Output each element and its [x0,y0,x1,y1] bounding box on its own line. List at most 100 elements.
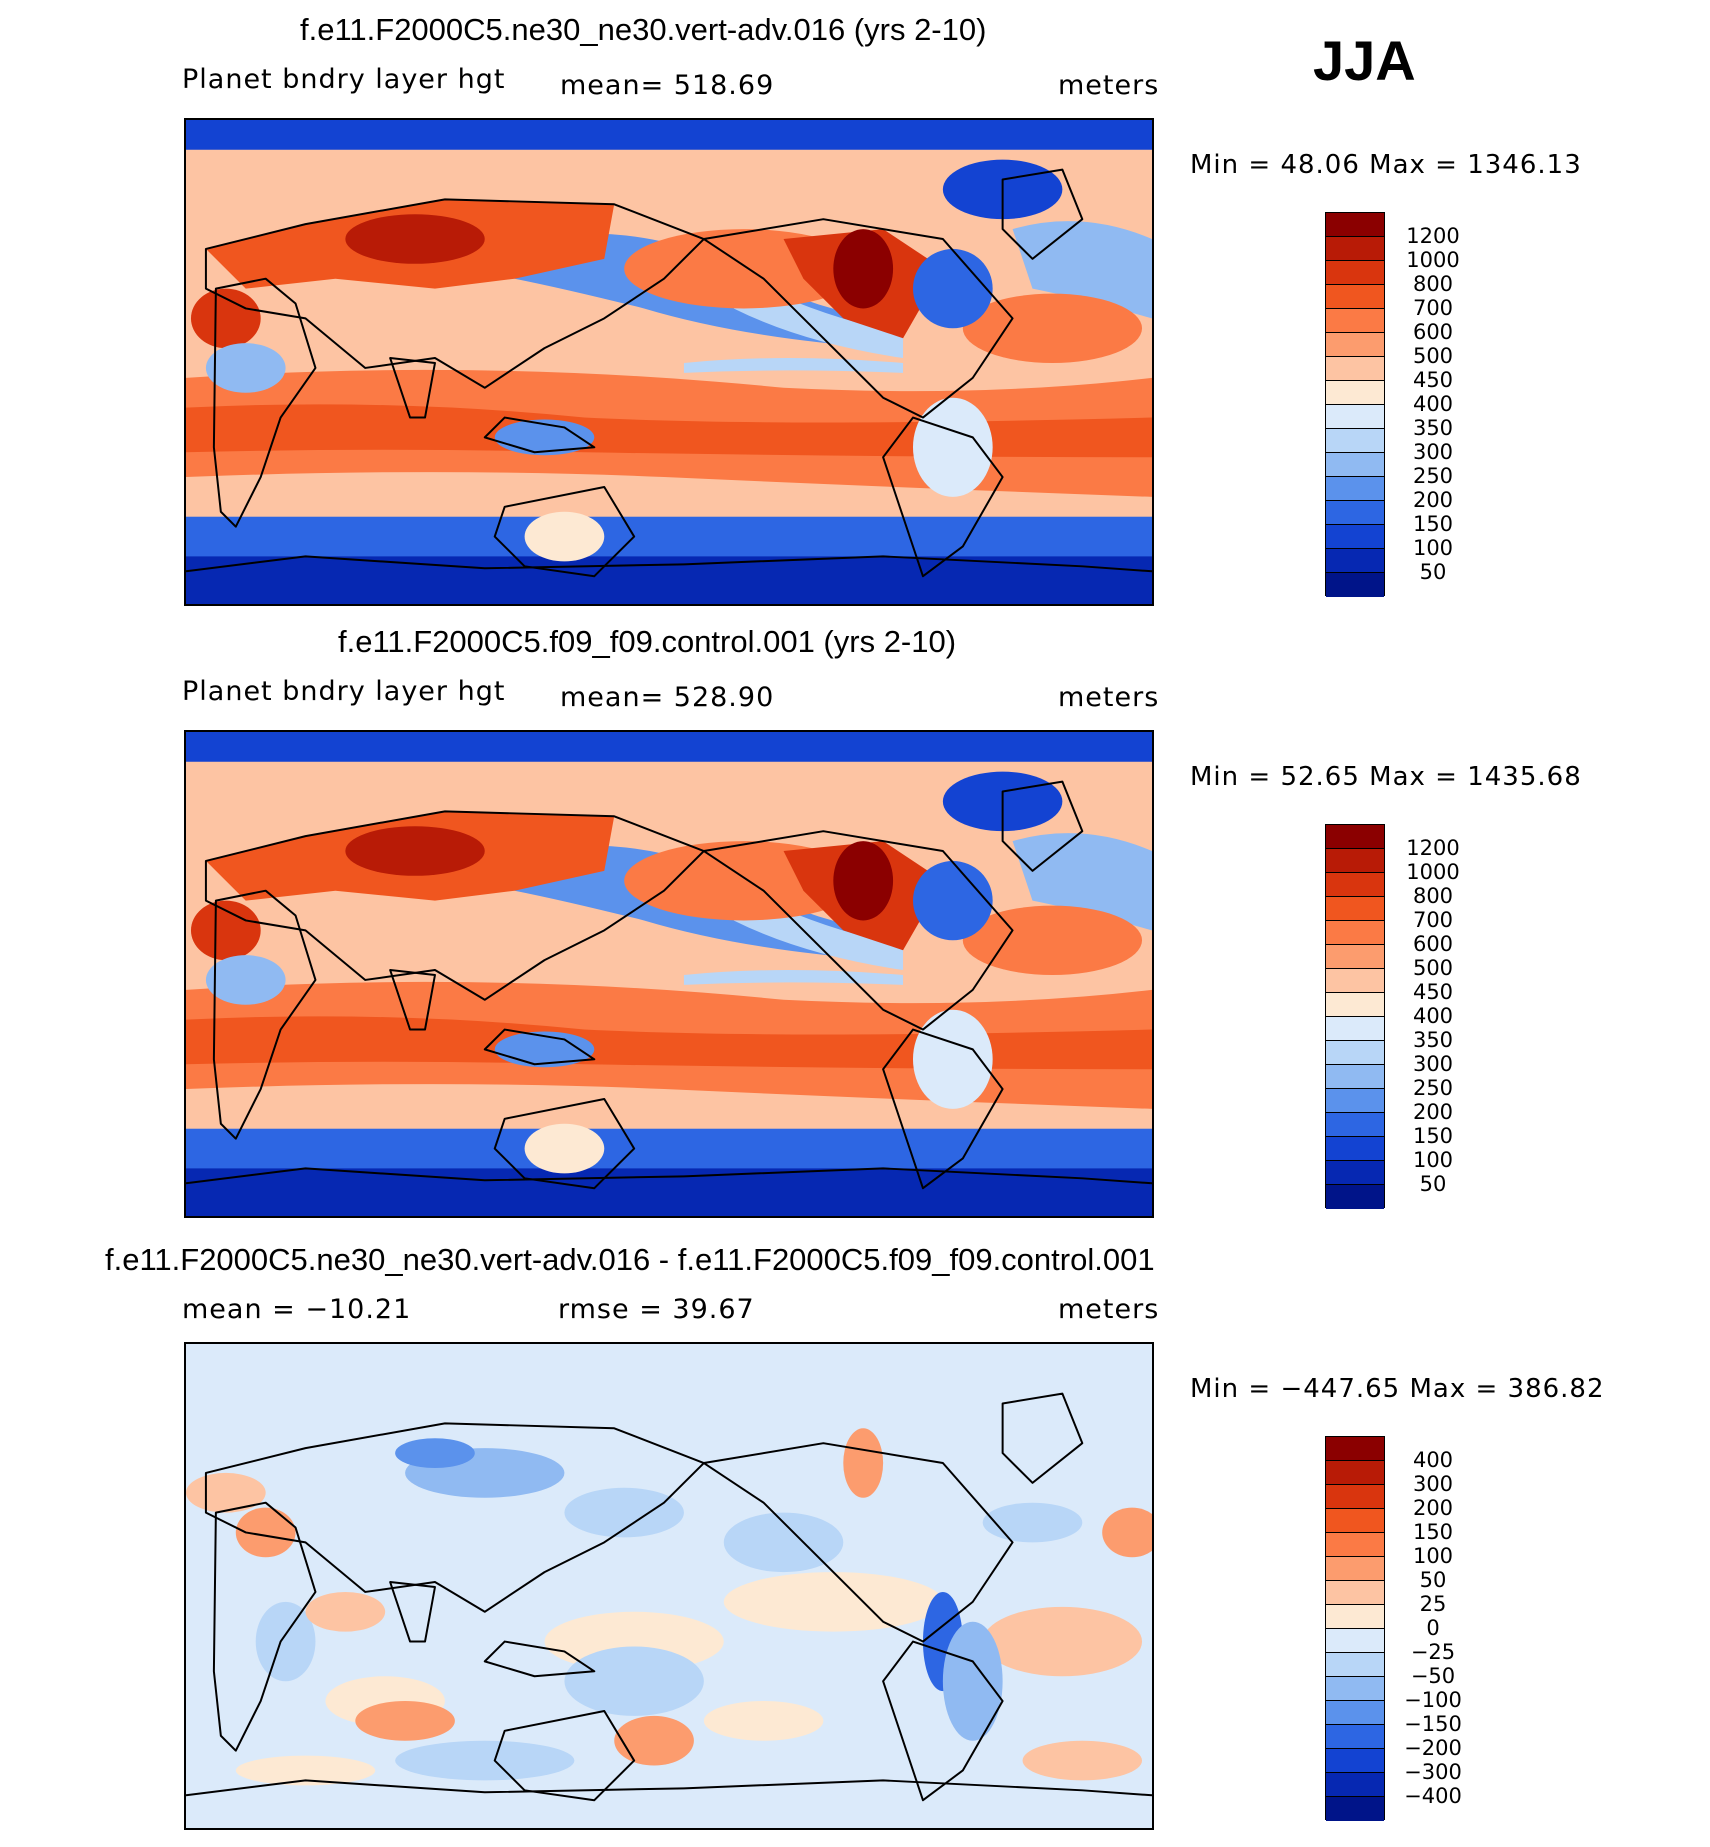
colorbar-box [1326,1437,1384,1461]
colorbar-box [1326,477,1384,501]
colorbar-box [1326,1773,1384,1797]
colorbar-box [1326,1509,1384,1533]
colorbar-box [1326,237,1384,261]
colorbar-tick-label: −150 [1404,1712,1462,1736]
colorbar-tick-label: 50 [1419,560,1447,584]
colorbar-tick-label: 100 [1412,536,1454,560]
colorbar-tick-label: 350 [1412,416,1454,440]
colorbar-box [1326,1557,1384,1581]
colorbar-box [1326,261,1384,285]
panel-1-map [184,118,1154,606]
colorbar-box [1326,1797,1384,1821]
colorbar-box [1326,357,1384,381]
colorbar-box [1326,453,1384,477]
panel-3-map [184,1342,1154,1830]
panel-2-variable-label: Planet bndry layer hgt [182,676,506,707]
colorbar-tick-label: 450 [1412,368,1454,392]
colorbar-tick-label: 100 [1412,1544,1454,1568]
panel-2-colorbar [1325,824,1385,1209]
colorbar-tick-label: 0 [1426,1616,1440,1640]
panel-3-units-label: meters [1058,1294,1160,1325]
colorbar-box [1326,1185,1384,1209]
panel-2-title: f.e11.F2000C5.f09_f09.control.001 (yrs 2… [338,624,957,659]
colorbar-box [1326,1581,1384,1605]
colorbar-box [1326,1749,1384,1773]
colorbar-tick-label: 400 [1412,392,1454,416]
colorbar-box [1326,213,1384,237]
panel-1-minmax: Min = 48.06 Max = 1346.13 [1190,150,1582,180]
colorbar-box [1326,1461,1384,1485]
colorbar-box [1326,1137,1384,1161]
colorbar-box [1326,1653,1384,1677]
colorbar-box [1326,993,1384,1017]
colorbar-tick-label: −200 [1404,1736,1462,1760]
map-field [186,1344,1152,1828]
colorbar-tick-label: 150 [1412,1520,1454,1544]
colorbar-tick-label: 500 [1412,956,1454,980]
colorbar-box [1326,1533,1384,1557]
panel-2-map [184,730,1154,1218]
colorbar-tick-label: 300 [1412,1052,1454,1076]
colorbar-tick-label: −300 [1404,1760,1462,1784]
colorbar-tick-label: −50 [1410,1664,1456,1688]
colorbar-tick-label: 50 [1419,1172,1447,1196]
colorbar-tick-label: 800 [1412,272,1454,296]
colorbar-box [1326,1065,1384,1089]
colorbar-box [1326,1725,1384,1749]
colorbar-tick-label: 800 [1412,884,1454,908]
colorbar-box [1326,501,1384,525]
colorbar-tick-label: 700 [1412,908,1454,932]
colorbar-box [1326,525,1384,549]
panel-1-colorbar [1325,212,1385,597]
colorbar-tick-label: 600 [1412,932,1454,956]
colorbar-box [1326,285,1384,309]
panel-3-colorbar [1325,1436,1385,1821]
colorbar-box [1326,1629,1384,1653]
panel-3-rmse-label: rmse = 39.67 [558,1294,755,1325]
colorbar-tick-label: 250 [1412,1076,1454,1100]
colorbar-tick-label: 200 [1412,1100,1454,1124]
colorbar-tick-label: 25 [1419,1592,1447,1616]
colorbar-box [1326,381,1384,405]
colorbar-box [1326,921,1384,945]
panel-1-variable-label: Planet bndry layer hgt [182,64,506,95]
colorbar-box [1326,1113,1384,1137]
colorbar-tick-label: 400 [1412,1448,1454,1472]
colorbar-tick-label: 450 [1412,980,1454,1004]
colorbar-tick-label: −25 [1410,1640,1456,1664]
colorbar-box [1326,1485,1384,1509]
colorbar-tick-label: 500 [1412,344,1454,368]
colorbar-tick-label: 1200 [1406,224,1460,248]
colorbar-box [1326,1161,1384,1185]
colorbar-tick-label: 400 [1412,1004,1454,1028]
colorbar-tick-label: 600 [1412,320,1454,344]
panel-1-mean-label: mean= 518.69 [560,70,775,101]
colorbar-tick-label: −100 [1404,1688,1462,1712]
colorbar-tick-label: 200 [1412,1496,1454,1520]
colorbar-box [1326,1017,1384,1041]
colorbar-box [1326,873,1384,897]
colorbar-box [1326,333,1384,357]
panel-2-minmax: Min = 52.65 Max = 1435.68 [1190,762,1582,792]
colorbar-tick-label: 300 [1412,1472,1454,1496]
colorbar-box [1326,1041,1384,1065]
panel-1-title: f.e11.F2000C5.ne30_ne30.vert-adv.016 (yr… [300,12,987,47]
colorbar-box [1326,1677,1384,1701]
panel-2-mean-label: mean= 528.90 [560,682,775,713]
panel-2-units-label: meters [1058,682,1160,713]
panel-1-units-label: meters [1058,70,1160,101]
colorbar-tick-label: 150 [1412,512,1454,536]
colorbar-tick-label: 150 [1412,1124,1454,1148]
panel-3-mean-label: mean = −10.21 [182,1294,412,1325]
map-field [186,120,1152,604]
colorbar-tick-label: 50 [1419,1568,1447,1592]
colorbar-tick-label: 300 [1412,440,1454,464]
colorbar-box [1326,1089,1384,1113]
colorbar-box [1326,429,1384,453]
panel-3-minmax: Min = −447.65 Max = 386.82 [1190,1374,1605,1404]
colorbar-box [1326,573,1384,597]
colorbar-box [1326,1701,1384,1725]
colorbar-tick-label: 200 [1412,488,1454,512]
colorbar-tick-label: 350 [1412,1028,1454,1052]
colorbar-box [1326,897,1384,921]
